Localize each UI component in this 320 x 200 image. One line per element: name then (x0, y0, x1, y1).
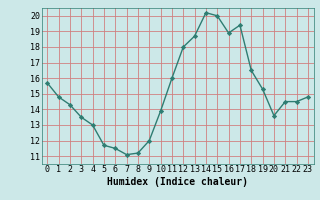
X-axis label: Humidex (Indice chaleur): Humidex (Indice chaleur) (107, 177, 248, 187)
